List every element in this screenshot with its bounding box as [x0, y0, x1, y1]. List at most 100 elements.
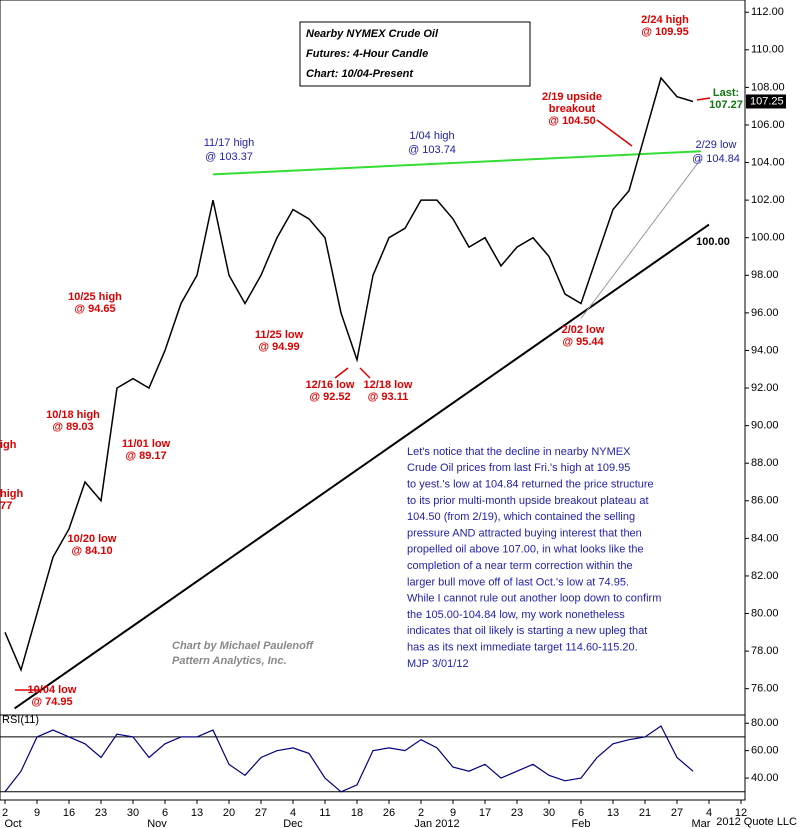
- y-tick-label: 78.00: [751, 645, 779, 657]
- last-price-label: 107.25: [750, 95, 784, 107]
- y-tick-label: 98.00: [751, 269, 779, 281]
- commentary: to its prior multi-month upside breakout…: [407, 495, 649, 507]
- x-tick-label: 4: [706, 807, 712, 819]
- annotation: 12/16 low: [306, 379, 355, 391]
- month-label: Feb: [572, 818, 591, 828]
- trendline: [212, 150, 702, 176]
- annotation: Last:: [713, 87, 739, 99]
- annotation: 11/01 low: [122, 438, 171, 450]
- y-tick-label: 112.00: [751, 6, 784, 18]
- annotation: 2/19 upside: [542, 91, 602, 103]
- x-tick-label: 20: [223, 807, 235, 819]
- commentary: to yest.'s low at 104.84 returned the pr…: [407, 479, 654, 491]
- annotation: @ 84.10: [71, 545, 112, 557]
- y-tick-label: 92.00: [751, 382, 779, 394]
- price-line: [4, 76, 694, 673]
- x-tick-label: 27: [671, 807, 683, 819]
- annotation: @ 103.37: [205, 151, 253, 163]
- commentary: MJP 3/01/12: [407, 658, 469, 670]
- commentary: the 105.00-104.84 low, my work nonethele…: [407, 609, 625, 621]
- annotation: @ 94.99: [258, 341, 299, 353]
- price-line: [4, 725, 694, 793]
- x-tick-label: 12: [735, 807, 747, 819]
- x-tick-label: 13: [191, 807, 203, 819]
- annotation: @ 93.11: [368, 391, 409, 403]
- commentary: indicates that oil likely is starting a …: [407, 625, 647, 637]
- y-tick-label: 96.00: [751, 307, 779, 319]
- x-tick-label: 26: [383, 807, 395, 819]
- annotation: 12/18 low: [364, 379, 413, 391]
- x-tick-label: 21: [639, 807, 651, 819]
- month-label: Mar: [692, 818, 711, 828]
- x-tick-label: 9: [450, 807, 456, 819]
- annotation: 2/02 low: [562, 324, 605, 336]
- credit: Pattern Analytics, Inc.: [172, 655, 287, 667]
- annotation: 11/25 low: [255, 329, 304, 341]
- trendline: [580, 158, 702, 319]
- pointer: [334, 367, 349, 379]
- annotation: high: [0, 488, 23, 500]
- annotation: 1/04 high: [409, 130, 454, 142]
- x-tick-label: 2: [418, 807, 424, 819]
- y-tick-label: 40.00: [751, 772, 779, 784]
- y-tick-label: 76.00: [751, 683, 779, 695]
- trendline: [14, 223, 710, 710]
- annotation: 10/04 low: [28, 684, 77, 696]
- annotation: @ 109.95: [641, 26, 688, 38]
- chart-title: Futures: 4-Hour Candle: [306, 48, 428, 60]
- commentary: 104.50 (from 2/19), which contained the …: [407, 511, 635, 523]
- month-label: Dec: [283, 818, 303, 828]
- y-tick-label: 90.00: [751, 420, 779, 432]
- commentary: Let's notice that the decline in nearby …: [407, 446, 631, 458]
- x-tick-label: 18: [351, 807, 363, 819]
- y-tick-label: 82.00: [751, 570, 779, 582]
- annotation: @ 95.44: [562, 336, 604, 348]
- footer: 2012 Quote LLC: [716, 816, 797, 828]
- chart-title: Nearby NYMEX Crude Oil: [306, 28, 439, 40]
- annotation: @ 94.65: [74, 303, 115, 315]
- pointer: [696, 97, 711, 101]
- pointer: [596, 119, 633, 147]
- y-tick-label: 106.00: [751, 119, 785, 131]
- annotation: 11/17 high: [204, 137, 255, 149]
- annotation: breakout: [549, 103, 596, 115]
- x-tick-label: 27: [255, 807, 267, 819]
- annotation: 107.27: [709, 99, 743, 111]
- y-tick-label: 104.00: [751, 156, 785, 168]
- plot-frame: [0, 0, 746, 801]
- month-label: Jan 2012: [414, 818, 459, 828]
- y-tick-label: 94.00: [751, 344, 779, 356]
- x-tick-label: 11: [319, 807, 330, 819]
- annotation: igh: [0, 439, 17, 451]
- y-tick-label: 80.00: [751, 717, 779, 729]
- y-tick-label: 102.00: [751, 194, 785, 206]
- annotation: 10/25 high: [68, 291, 122, 303]
- annotation: 10/20 low: [68, 533, 117, 545]
- x-tick-label: 23: [511, 807, 523, 819]
- y-tick-label: 60.00: [751, 745, 779, 757]
- x-tick-label: 6: [578, 807, 584, 819]
- x-tick-label: 4: [290, 807, 296, 819]
- annotation: @ 104.84: [692, 153, 740, 165]
- annotation: @ 89.17: [125, 450, 166, 462]
- annotation: 2/24 high: [641, 14, 689, 26]
- y-tick-label: 110.00: [751, 44, 784, 56]
- pointer: [359, 367, 371, 379]
- y-tick-label: 88.00: [751, 457, 779, 469]
- credit: Chart by Michael Paulenoff: [172, 640, 314, 652]
- x-tick-label: 9: [34, 807, 40, 819]
- title-box: [299, 21, 531, 87]
- x-tick-label: 13: [607, 807, 619, 819]
- commentary: pressure AND attracted buying interest t…: [407, 527, 642, 539]
- y-tick-label: 84.00: [751, 532, 779, 544]
- commentary: completion of a near term correction wit…: [407, 560, 633, 572]
- annotation: 10/18 high: [46, 409, 100, 421]
- annotation: 2/29 low: [696, 139, 737, 151]
- x-tick-label: 17: [479, 807, 491, 819]
- last-price-box: [746, 94, 786, 109]
- y-tick-label: 86.00: [751, 495, 779, 507]
- x-tick-label: 30: [127, 807, 139, 819]
- month-label: Oct: [4, 818, 21, 828]
- commentary: has as its next immediate target 114.60-…: [407, 642, 638, 654]
